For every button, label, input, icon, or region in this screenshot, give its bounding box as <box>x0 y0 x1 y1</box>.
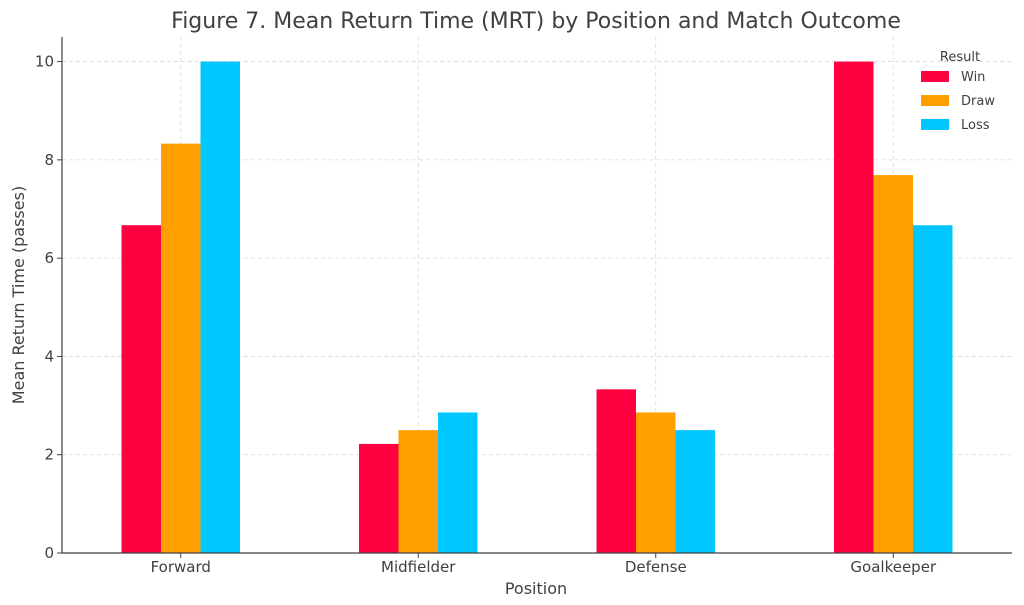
x-tick-label: Defense <box>625 558 687 576</box>
y-tick-label: 8 <box>44 151 54 169</box>
bar-draw-midfielder <box>398 430 438 553</box>
legend-swatch-loss <box>921 119 949 130</box>
x-tick-label: Midfielder <box>381 558 456 576</box>
bar-win-goalkeeper <box>834 61 874 553</box>
legend: Result Win Draw Loss <box>921 50 995 133</box>
bar-loss-goalkeeper <box>913 225 953 553</box>
bar-win-defense <box>596 389 636 553</box>
chart-title: Figure 7. Mean Return Time (MRT) by Posi… <box>171 9 901 34</box>
bar-win-midfielder <box>359 443 399 553</box>
x-tick-label: Forward <box>151 558 211 576</box>
y-tick-label: 2 <box>44 446 54 464</box>
y-tick-label: 0 <box>44 544 54 562</box>
y-tick-label: 6 <box>44 249 54 267</box>
legend-label-win: Win <box>961 70 985 85</box>
legend-label-loss: Loss <box>961 118 990 133</box>
axes-layer: 0 2 4 6 8 10 Forward Midfielder Defense Goalkeepe… <box>35 37 1012 576</box>
legend-label-draw: Draw <box>961 94 995 109</box>
x-tick-label: Goalkeeper <box>850 558 937 576</box>
bar-win-forward <box>121 225 161 553</box>
legend-title: Result <box>940 50 980 65</box>
bar-loss-forward <box>200 61 240 553</box>
bar-draw-forward <box>161 143 201 553</box>
bar-loss-midfielder <box>438 412 478 553</box>
y-tick-label: 10 <box>35 53 54 71</box>
bar-draw-goalkeeper <box>873 175 913 553</box>
bar-draw-defense <box>636 412 676 553</box>
y-tick-label: 4 <box>44 347 54 365</box>
bar-loss-defense <box>675 430 715 553</box>
legend-swatch-win <box>921 71 949 82</box>
bars-layer <box>121 61 953 553</box>
x-axis-label: Position <box>505 579 567 598</box>
y-axis-label: Mean Return Time (passes) <box>9 186 28 404</box>
legend-swatch-draw <box>921 95 949 106</box>
